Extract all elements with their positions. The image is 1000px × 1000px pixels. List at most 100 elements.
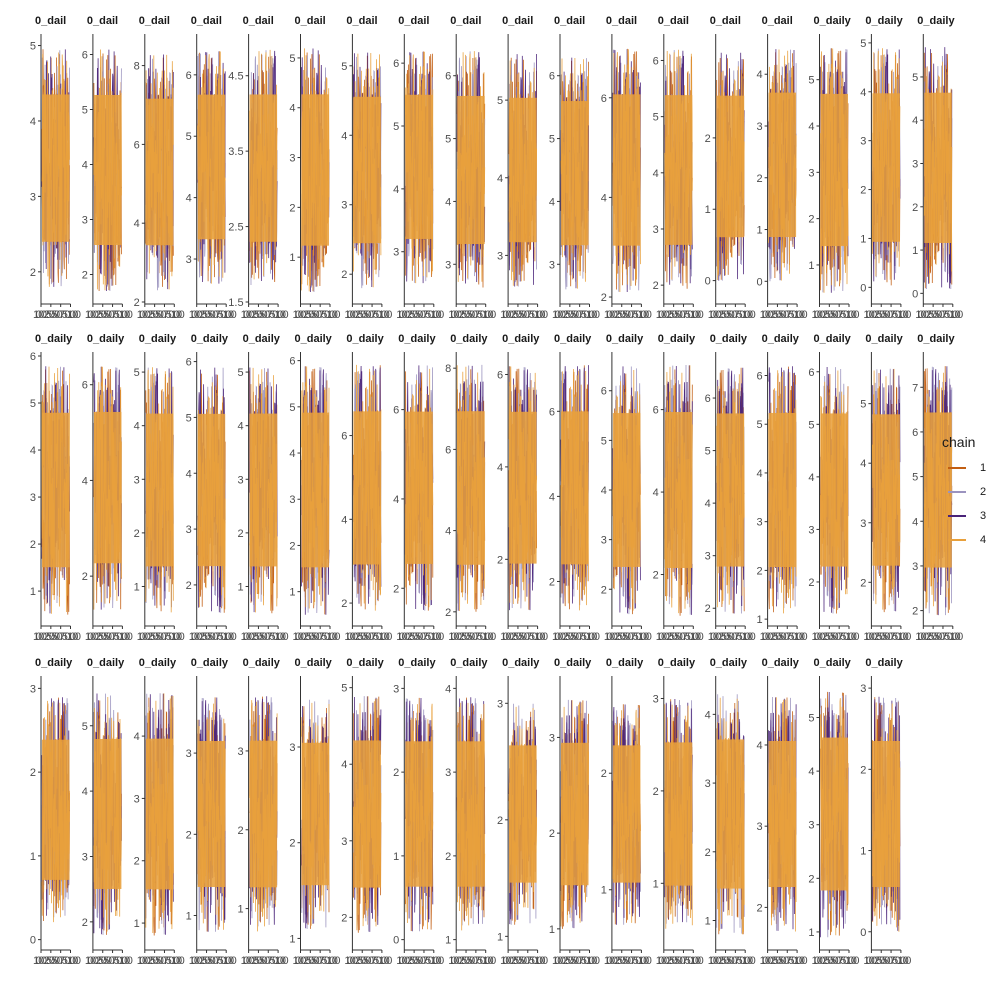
x-tick-labels: 10002505007501000	[448, 309, 496, 321]
y-tick-label: 1	[237, 581, 243, 593]
y-tick-label: 2	[549, 828, 555, 840]
y-tick-label: 2	[497, 554, 503, 566]
trace-density-band	[716, 413, 745, 567]
x-tick-labels: 10002505007501000	[137, 955, 185, 967]
facet-panel-36: 0_daily 2 3 4 5 6 7 10002505007501000	[912, 333, 967, 643]
y-tick-label: 2	[705, 603, 711, 615]
facet-panel-5: 0_dail 1.5 2.5 3.5 4.5 10002505007501000	[228, 15, 292, 321]
y-tick-label: 1	[393, 851, 399, 863]
y-tick-label: 1	[289, 587, 295, 599]
facet-panel-31: 0_daily 2 4 6 10002505007501000	[653, 333, 708, 643]
x-tick-labels: 10002505007501000	[33, 631, 81, 643]
trace-density-band	[872, 93, 900, 242]
facet-panel-16: 0_daily 1 2 3 4 5 10002505007501000	[808, 15, 863, 321]
y-tick-label: 1	[808, 927, 814, 939]
y-tick-label: 6	[445, 444, 451, 456]
y-tick-label: 3	[30, 191, 36, 203]
y-tick-label: 2	[445, 851, 451, 863]
y-tick-label: 4	[289, 103, 295, 115]
trace-density-band	[768, 412, 797, 568]
facet-panel-39: 0_daily 1 2 3 4 10002505007501000	[134, 657, 189, 967]
facet-panel-12: 0_dail 2 4 6 10002505007501000	[601, 15, 656, 321]
x-tick-labels: 10002505007501000	[500, 309, 548, 321]
y-tick-label: 4	[860, 458, 866, 470]
y-tick-label: 6	[30, 351, 36, 363]
facet-strip-label: 0_daily	[658, 657, 696, 669]
y-tick-label: 5	[341, 61, 347, 73]
x-tick-labels: 10002505007501000	[344, 309, 392, 321]
y-tick-label: 3	[134, 793, 140, 805]
y-tick-label: 4	[82, 786, 88, 798]
y-tick-label: 2	[860, 185, 866, 197]
x-tick-labels: 10002505007501000	[85, 955, 133, 967]
facet-panel-11: 0_dail 3 4 5 6 10002505007501000	[549, 15, 604, 321]
y-tick-label: 5	[497, 95, 503, 107]
y-tick-label: 2	[497, 815, 503, 827]
y-tick-label: 6	[601, 93, 607, 105]
y-tick-label: 3.5	[228, 146, 243, 158]
x-tick-labels: 10002505007501000	[85, 309, 133, 321]
facet-strip-label: 0_daily	[814, 15, 852, 27]
y-tick-label: 5	[289, 53, 295, 65]
x-tick-labels: 10002505007501000	[552, 309, 600, 321]
y-tick-label: 3	[860, 136, 866, 148]
y-tick-label: 4	[912, 516, 918, 528]
y-tick-label: 1	[30, 851, 36, 863]
y-tick-label: 4	[445, 683, 451, 695]
facet-strip-label: 0_daily	[762, 333, 800, 345]
trace-density-band	[457, 95, 485, 245]
x-tick-labels: 10002505007501000	[863, 309, 911, 321]
y-tick-label: 3	[30, 683, 36, 695]
facet-panel-42: 0_daily 1 2 3 10002505007501000	[289, 657, 344, 967]
trace-density-band	[612, 94, 641, 246]
y-tick-label: 3	[393, 683, 399, 695]
trace-density-band	[664, 95, 693, 245]
facet-strip-label: 0_daily	[450, 333, 488, 345]
y-tick-label: 2	[653, 570, 659, 582]
y-tick-label: 0	[860, 927, 866, 939]
x-tick-labels: 10002505007501000	[344, 955, 392, 967]
facet-strip-label: 0_daily	[87, 333, 125, 345]
facet-panel-35: 0_daily 2 3 4 5 10002505007501000	[860, 333, 915, 643]
y-tick-label: 1	[289, 933, 295, 945]
trace-density-band	[457, 741, 485, 887]
x-tick-labels: 10002505007501000	[708, 955, 756, 967]
x-tick-labels: 10002505007501000	[189, 631, 237, 643]
trace-density-band	[405, 94, 433, 239]
trace-density-band	[249, 413, 278, 567]
facet-strip-label: 0_dail	[243, 15, 274, 27]
facet-panel-4: 0_dail 3 4 5 6 10002505007501000	[186, 15, 241, 321]
y-tick-label: 3	[860, 683, 866, 695]
facet-panel-52: 0_daily 1 2 3 4 5 10002505007501000	[808, 657, 863, 967]
facet-panel-10: 0_dail 3 4 5 10002505007501000	[497, 15, 552, 321]
facet-panel-45: 0_daily 1 2 3 4 10002505007501000	[445, 657, 500, 967]
facet-panel-51: 0_daily 2 3 4 10002505007501000	[756, 657, 811, 967]
y-tick-label: 4	[289, 448, 295, 460]
y-tick-label: 1	[549, 924, 555, 936]
y-tick-label: 0	[860, 282, 866, 294]
trace-density-band	[716, 739, 745, 889]
x-tick-labels: 10002505007501000	[863, 955, 911, 967]
y-tick-label: 2	[860, 764, 866, 776]
y-tick-label: 3	[82, 851, 88, 863]
y-tick-label: 4	[30, 445, 36, 457]
trace-density-band	[509, 411, 537, 564]
y-tick-label: 4	[341, 759, 347, 771]
y-tick-label: 2	[30, 267, 36, 279]
y-tick-label: 1	[445, 935, 451, 947]
y-tick-label: 2	[237, 825, 243, 837]
trace-density-band	[405, 741, 433, 887]
trace-density-band	[561, 101, 589, 246]
legend-label-1: 1	[980, 462, 987, 474]
legend-item-3: 3	[942, 504, 998, 528]
legend: chain 1 2 3 4	[942, 434, 998, 552]
facet-panel-40: 0_daily 1 2 3 10002505007501000	[186, 657, 241, 967]
legend-key-4	[948, 539, 966, 541]
trace-density-band	[664, 412, 693, 568]
y-tick-label: 0	[393, 935, 399, 947]
facet-strip-label: 0_dail	[346, 15, 377, 27]
y-tick-label: 2	[653, 280, 659, 292]
y-tick-label: 5	[289, 402, 295, 414]
y-tick-label: 3	[653, 693, 659, 705]
facet-strip-label: 0_daily	[243, 657, 281, 669]
